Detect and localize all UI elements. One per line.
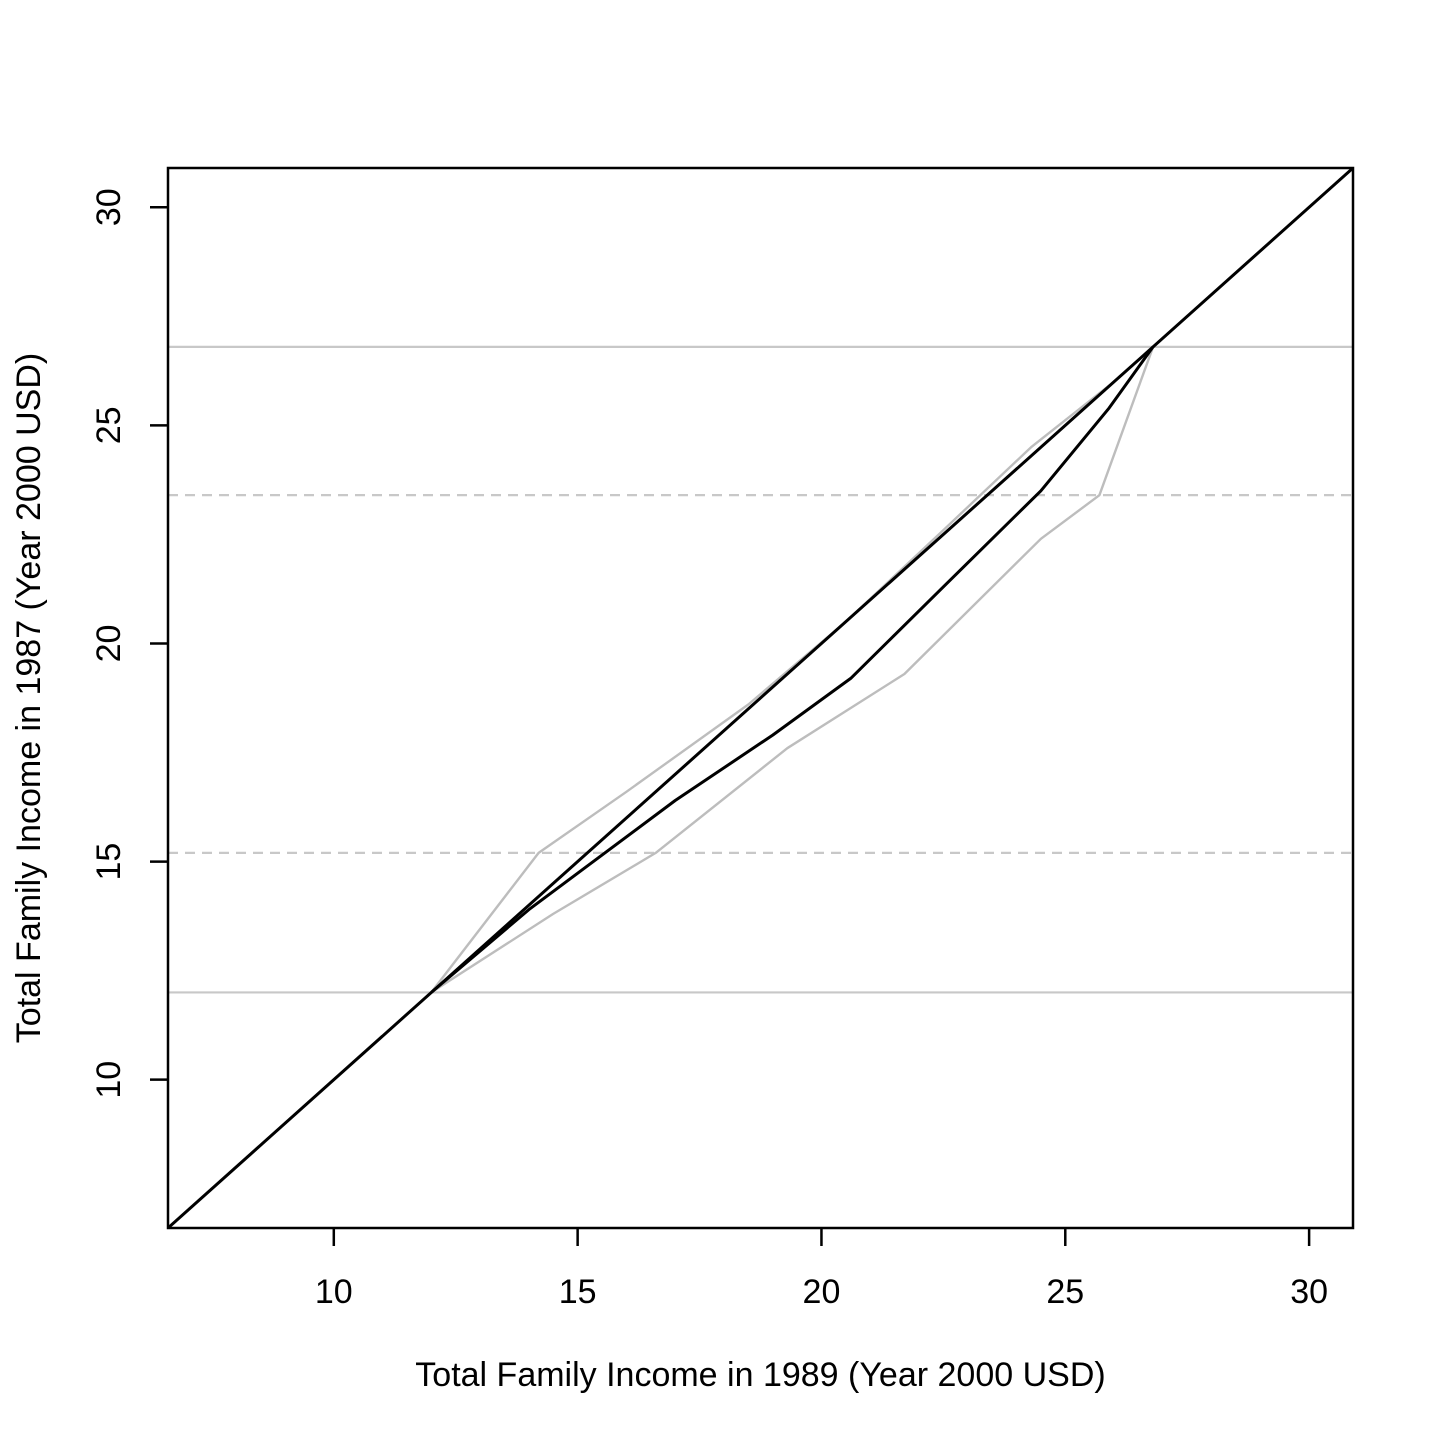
x-axis: 10 15 20 25 30: [315, 1228, 1328, 1311]
series-layer: [168, 168, 1353, 1228]
x-tick-label-4: 30: [1290, 1273, 1328, 1311]
x-axis-title: Total Family Income in 1989 (Year 2000 U…: [415, 1356, 1105, 1394]
x-tick-label-1: 15: [559, 1273, 597, 1311]
series-line-0: [168, 168, 1353, 1228]
x-tick-label-3: 25: [1046, 1273, 1084, 1311]
reference-lines: [168, 347, 1353, 993]
x-tick-label-2: 20: [803, 1273, 841, 1311]
y-tick-label-0: 10: [90, 1061, 128, 1099]
x-tick-label-0: 10: [315, 1273, 353, 1311]
y-tick-label-2: 20: [90, 625, 128, 663]
y-axis-title: Total Family Income in 1987 (Year 2000 U…: [10, 353, 48, 1043]
y-tick-label-3: 25: [90, 406, 128, 444]
y-tick-label-1: 15: [90, 843, 128, 881]
y-tick-label-4: 30: [90, 188, 128, 226]
y-axis: 10 15 20 25 30: [90, 188, 168, 1098]
